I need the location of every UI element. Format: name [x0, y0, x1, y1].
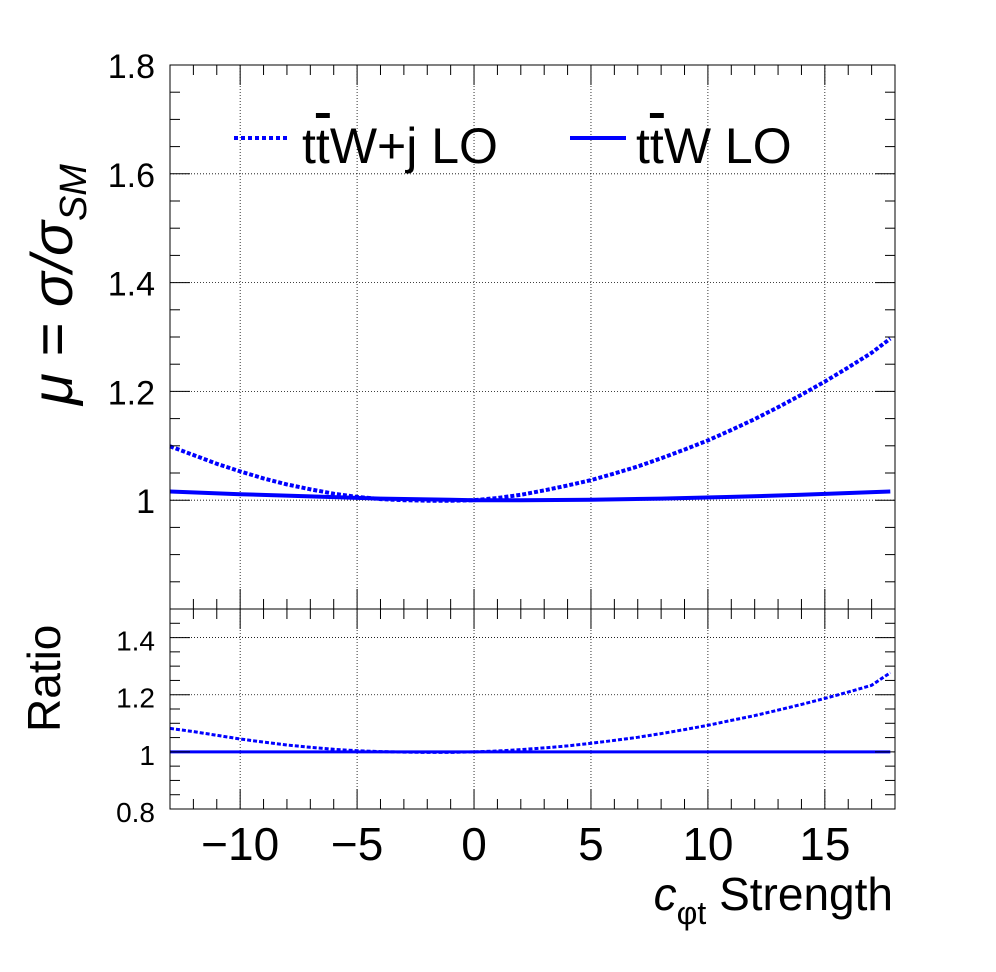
y-tick-label: 1.8	[108, 48, 155, 86]
main-y-axis-title: μ = σ/σSM	[20, 164, 95, 407]
ratio-axis-ticks	[169, 608, 896, 810]
x-axis-title: cφt Strength	[654, 868, 893, 931]
ratio-series-group	[169, 671, 892, 754]
x-tick-label: 15	[799, 818, 850, 870]
main-series-group	[169, 337, 892, 503]
main-ytick-labels: 1 1.2 1.4 1.6 1.8	[108, 48, 155, 521]
ratio-ytick-labels: 0.8 1 1.2 1.4	[116, 626, 155, 828]
y-tick-label: 1	[139, 740, 155, 771]
xtick-labels: −10 −5 0 5 10 15	[201, 818, 850, 870]
legend-label-solid: ttW LO	[636, 118, 792, 174]
y-tick-label: 1	[136, 483, 155, 521]
legend: ttW+j LO ttW LO	[234, 118, 792, 174]
y-tick-label: 1.4	[116, 626, 155, 657]
x-tick-label: 10	[682, 818, 733, 870]
y-tick-label: 0.8	[116, 797, 155, 828]
legend-label-dotted: ttW+j LO	[302, 118, 498, 174]
series-line-dotted	[169, 671, 892, 754]
ratio-y-axis-title: Ratio	[18, 625, 70, 732]
series-line-solid	[169, 489, 891, 503]
x-tick-label: 0	[461, 818, 487, 870]
y-tick-label: 1.4	[108, 266, 155, 304]
y-tick-label: 1.6	[108, 157, 155, 195]
x-tick-label: 5	[578, 818, 604, 870]
main-axis-ticks	[169, 64, 896, 610]
y-tick-label: 1.2	[116, 683, 155, 714]
series-line-dotted	[169, 337, 892, 503]
x-tick-label: −10	[201, 818, 279, 870]
main-grid	[170, 65, 895, 609]
x-tick-label: −5	[331, 818, 383, 870]
y-tick-label: 1.2	[108, 374, 155, 412]
